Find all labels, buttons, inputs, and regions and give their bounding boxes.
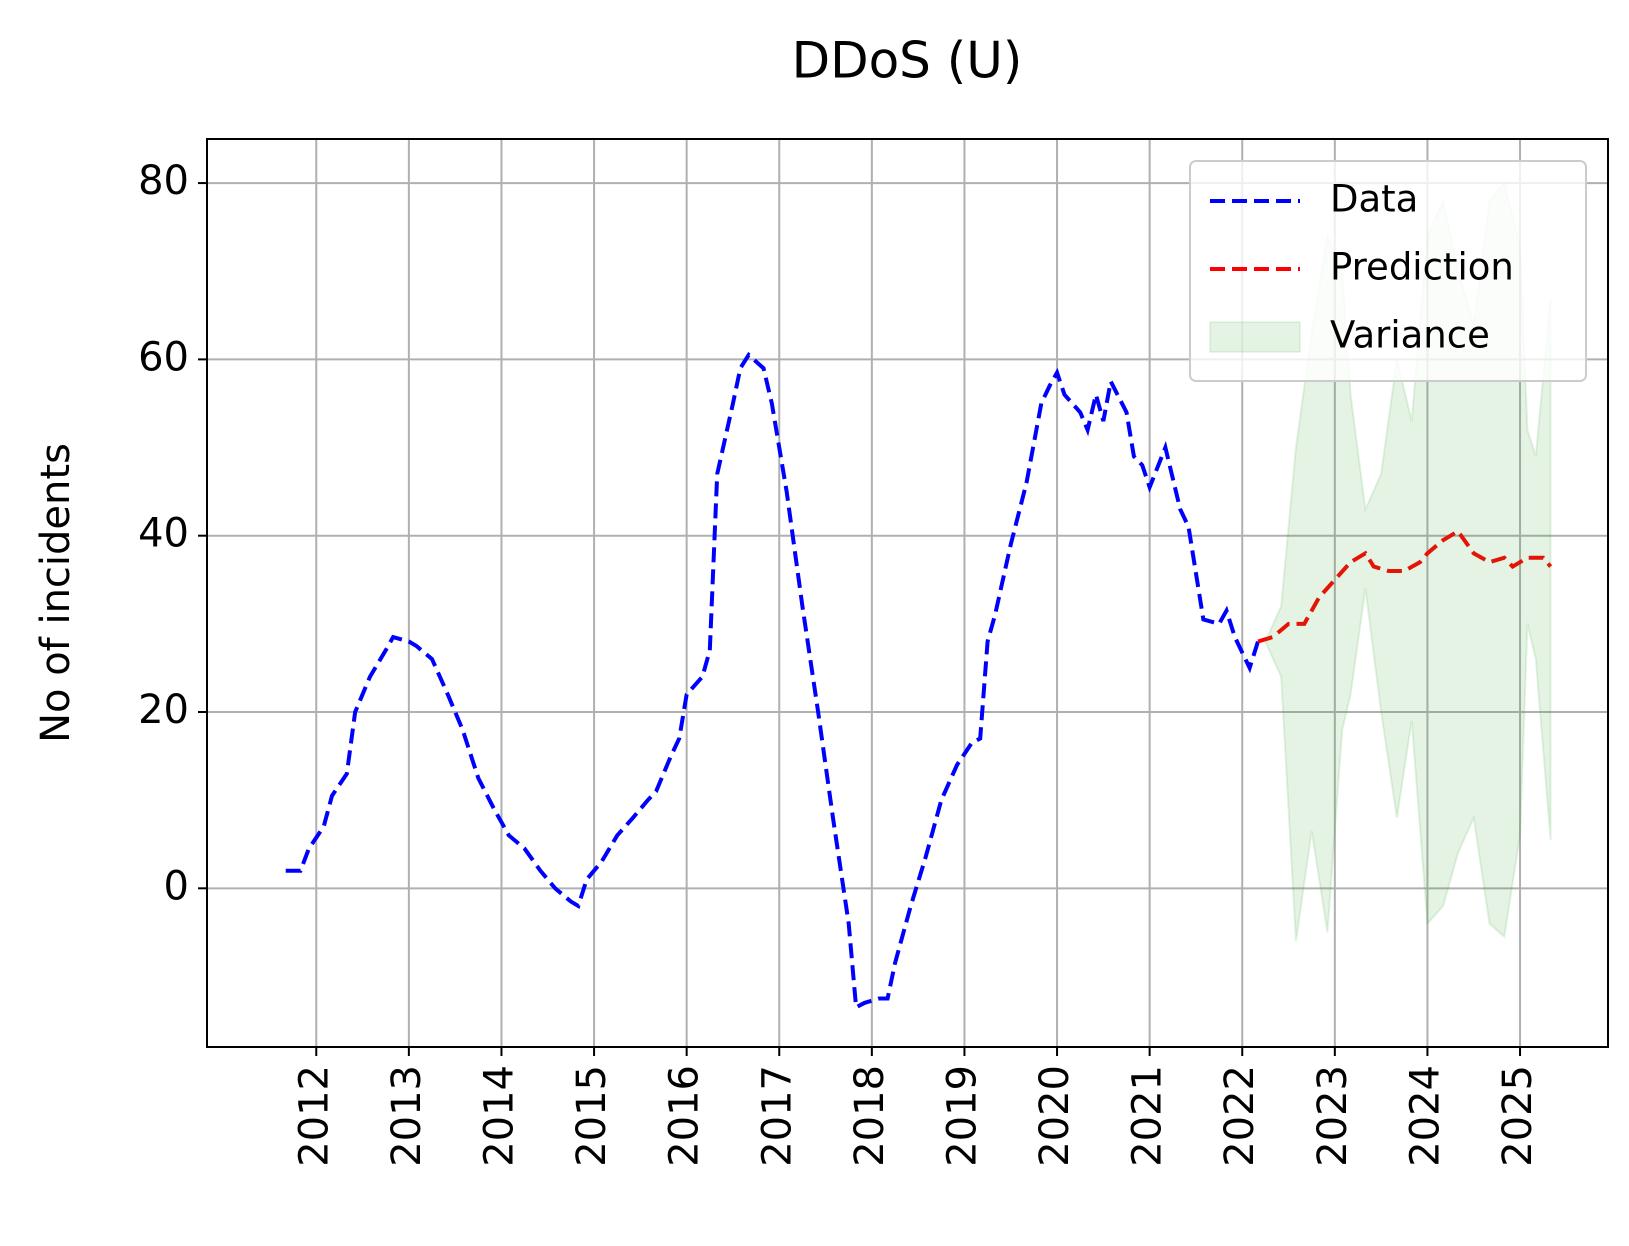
x-tick-label: 2012 xyxy=(291,1065,337,1167)
plot-frame xyxy=(206,138,1609,1048)
x-tick-label: 2019 xyxy=(939,1065,985,1167)
data-line xyxy=(1257,528,1553,644)
x-tick-label: 2018 xyxy=(847,1065,893,1167)
y-tick-label: 20 xyxy=(138,687,189,733)
legend-label: Variance xyxy=(1330,314,1490,357)
legend-label: Data xyxy=(1330,178,1418,221)
x-tick-label: 2022 xyxy=(1217,1065,1263,1167)
x-tick-label: 2025 xyxy=(1495,1065,1541,1167)
y-axis-label: No of incidents xyxy=(33,443,79,743)
x-tick-label: 2013 xyxy=(384,1065,430,1167)
x-tick-label: 2023 xyxy=(1310,1065,1356,1167)
y-tick-label: 40 xyxy=(138,511,189,557)
y-tick-label: 0 xyxy=(164,863,189,909)
legend: Data Prediction Variance xyxy=(1189,160,1587,382)
x-tick-label: 2021 xyxy=(1125,1065,1171,1167)
x-tick-label: 2015 xyxy=(569,1065,615,1167)
x-tick-label: 2014 xyxy=(476,1065,522,1167)
legend-swatch xyxy=(1209,321,1301,353)
legend-label: Prediction xyxy=(1330,246,1514,289)
x-tick-label: 2016 xyxy=(662,1065,708,1167)
legend-box xyxy=(1189,160,1587,382)
x-tick-label: 2017 xyxy=(754,1065,800,1167)
y-tick-label: 60 xyxy=(138,334,189,380)
data-line xyxy=(285,351,1260,1011)
x-tick-label: 2020 xyxy=(1032,1065,1078,1167)
y-tick-label: 80 xyxy=(138,158,189,204)
chart-title: DDoS (U) xyxy=(792,32,1023,90)
x-tick-label: 2024 xyxy=(1402,1065,1448,1167)
